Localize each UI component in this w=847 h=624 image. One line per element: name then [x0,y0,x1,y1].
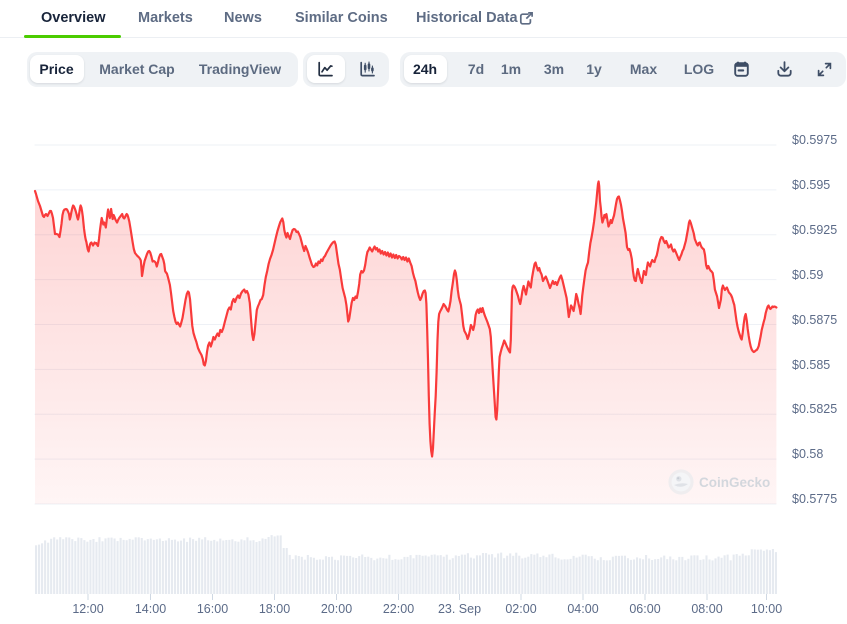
svg-text:CoinGecko: CoinGecko [699,475,770,490]
